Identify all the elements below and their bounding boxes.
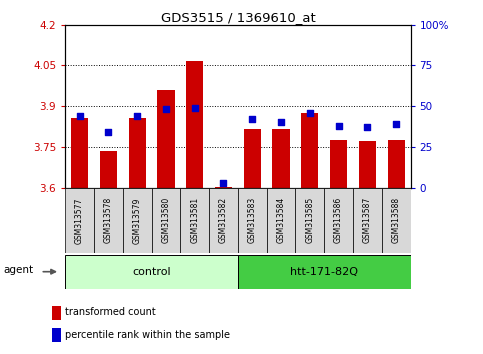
Text: transformed count: transformed count [65,307,156,317]
Point [76,113,84,119]
Bar [123,188,152,253]
Text: GSM313582: GSM313582 [219,197,228,244]
Bar [387,140,405,188]
Bar [243,129,261,188]
Text: GSM313580: GSM313580 [161,197,170,244]
Point [392,121,400,127]
Point [364,125,371,130]
Bar [128,119,146,188]
Text: GSM313588: GSM313588 [392,197,401,244]
Bar [94,188,123,253]
Bar [296,188,324,253]
Title: GDS3515 / 1369610_at: GDS3515 / 1369610_at [160,11,315,24]
Text: GSM313586: GSM313586 [334,197,343,244]
Bar [353,188,382,253]
Bar [65,188,94,253]
Bar [209,188,238,253]
Text: htt-171-82Q: htt-171-82Q [290,267,358,277]
Bar [100,151,117,188]
Point [306,110,313,115]
Point [133,113,141,119]
Bar [301,113,318,188]
Text: GSM313581: GSM313581 [190,197,199,244]
Text: GSM313577: GSM313577 [75,197,84,244]
Text: agent: agent [3,265,33,275]
Point [104,130,112,135]
Point [335,123,342,129]
Bar [65,255,238,289]
Text: GSM313584: GSM313584 [277,197,285,244]
Bar [157,90,174,188]
Bar [324,188,353,253]
Text: percentile rank within the sample: percentile rank within the sample [65,330,230,339]
Point [162,107,170,112]
Bar [52,306,61,320]
Bar [215,187,232,188]
Bar [152,188,180,253]
Text: GSM313578: GSM313578 [104,197,113,244]
Text: GSM313585: GSM313585 [305,197,314,244]
Bar [238,188,267,253]
Point [220,180,227,185]
Bar [186,62,203,188]
Bar [180,188,209,253]
Point [248,116,256,122]
Bar [71,119,88,188]
Text: GSM313587: GSM313587 [363,197,372,244]
Bar [330,140,347,188]
Bar [52,328,61,342]
Bar [272,129,290,188]
Bar [382,188,411,253]
Text: GSM313579: GSM313579 [133,197,142,244]
Point [277,120,285,125]
Point [191,105,199,111]
Text: control: control [132,267,171,277]
Bar [238,255,411,289]
Bar [359,142,376,188]
Text: GSM313583: GSM313583 [248,197,257,244]
Bar [267,188,296,253]
